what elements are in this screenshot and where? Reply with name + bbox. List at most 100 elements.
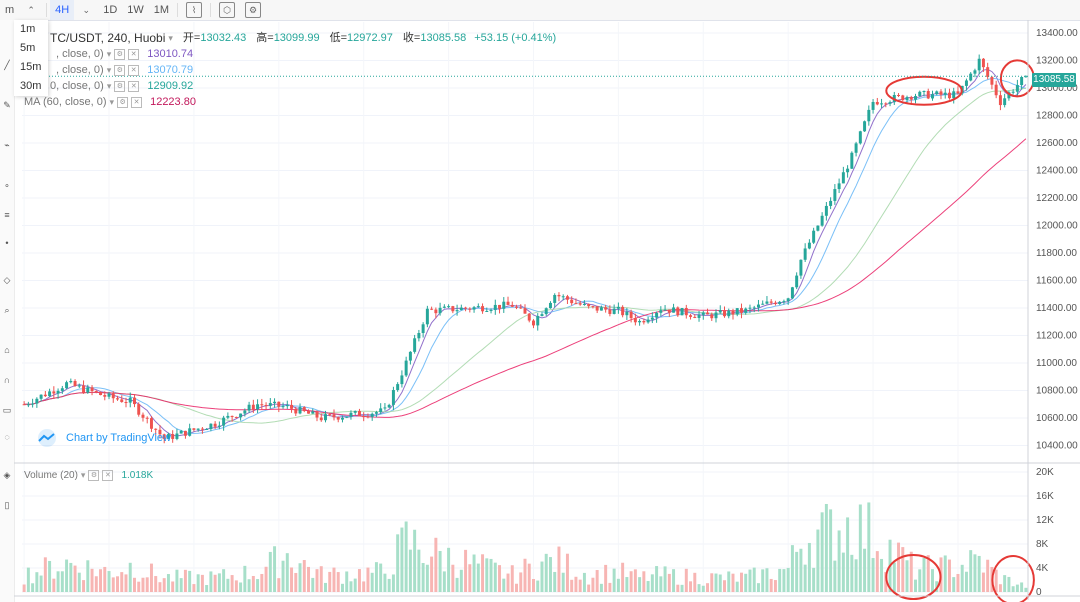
layers-icon[interactable]: ▭ xyxy=(2,405,12,415)
volume-bar xyxy=(137,581,141,592)
settings-icon[interactable]: ⚙ xyxy=(117,96,129,108)
candle-body xyxy=(111,393,115,399)
interval-option-1m[interactable]: 1m xyxy=(20,23,36,35)
volume-bar xyxy=(608,582,612,592)
settings-icon[interactable]: ⚙ xyxy=(114,48,126,60)
close-icon[interactable]: ✕ xyxy=(128,48,140,60)
interval-minute[interactable]: m xyxy=(5,4,15,16)
magnet-icon[interactable]: ∩ xyxy=(3,375,11,385)
candle-body xyxy=(209,423,213,430)
candle-body xyxy=(943,92,947,95)
volume-bar xyxy=(676,584,680,592)
chart-type-icon[interactable]: ⌇ xyxy=(186,2,203,18)
settings-icon[interactable]: ⚙ xyxy=(88,470,100,481)
close-icon[interactable]: ✕ xyxy=(128,64,140,76)
volume-bar xyxy=(812,567,816,592)
settings-icon[interactable]: ⚙ xyxy=(114,80,126,92)
volume-bar xyxy=(739,572,743,592)
indicators-icon[interactable]: ⬡ xyxy=(219,2,236,18)
interval-option-15m[interactable]: 15m xyxy=(20,61,42,73)
candle-body xyxy=(824,205,828,216)
chevron-down-icon[interactable]: ⌄ xyxy=(82,5,90,15)
dot-icon[interactable]: • xyxy=(5,238,9,248)
candle-body xyxy=(26,404,30,406)
volume-bar xyxy=(1011,586,1015,592)
volume-bar xyxy=(506,573,510,592)
volume-bar xyxy=(498,565,502,592)
volume-bar xyxy=(234,580,238,592)
tradingview-logo[interactable]: Chart by TradingView xyxy=(34,429,171,447)
volume-bar xyxy=(315,569,319,592)
close-icon[interactable]: ✕ xyxy=(102,470,114,481)
volume-bar xyxy=(230,575,234,592)
volume-bar xyxy=(964,571,968,592)
interval-1m[interactable]: 1M xyxy=(153,4,170,16)
lock-icon[interactable]: ⌂ xyxy=(4,345,10,355)
settings-icon[interactable]: ⚙ xyxy=(114,64,126,76)
close-icon[interactable]: ✕ xyxy=(128,80,140,92)
price-tick-label: 12200.00 xyxy=(1036,193,1078,204)
volume-bar xyxy=(973,554,977,592)
interval-1d[interactable]: 1D xyxy=(103,4,118,16)
volume-bar xyxy=(111,577,115,592)
price-tick-label: 11600.00 xyxy=(1036,276,1077,287)
node-icon[interactable]: ∘ xyxy=(4,180,10,190)
interval-1w[interactable]: 1W xyxy=(127,4,144,16)
candle-body xyxy=(264,404,268,406)
trash-icon[interactable]: ▯ xyxy=(4,500,10,510)
stack-icon[interactable]: ◈ xyxy=(3,470,11,480)
close-icon[interactable]: ✕ xyxy=(131,96,143,108)
candle-body xyxy=(154,428,158,430)
interval-option-5m[interactable]: 5m xyxy=(20,42,36,54)
candle-body xyxy=(706,312,710,315)
candle-body xyxy=(158,429,162,435)
interval-4h[interactable]: 4H xyxy=(50,0,75,20)
candle-body xyxy=(413,338,417,352)
candle-body xyxy=(523,308,527,314)
volume-bar xyxy=(616,578,620,592)
chevron-down-icon[interactable]: ▾ xyxy=(168,33,173,43)
volume-bar xyxy=(778,568,782,592)
chevron-down-icon[interactable]: ▾ xyxy=(80,470,86,480)
interval-option-30m[interactable]: 30m xyxy=(20,80,42,92)
candle-body xyxy=(663,309,667,311)
brush-icon[interactable]: ✎ xyxy=(3,100,11,110)
candle-body xyxy=(234,416,238,418)
ruler-icon[interactable]: ◇ xyxy=(3,275,11,285)
candle-body xyxy=(239,413,243,418)
chevron-down-icon[interactable]: ▾ xyxy=(106,49,112,59)
annotation-circle-volume-consolidation xyxy=(885,554,942,600)
chevron-down-icon[interactable]: ▾ xyxy=(109,97,115,107)
candle-body xyxy=(684,308,688,316)
candle-body xyxy=(548,302,552,309)
chevron-down-icon[interactable]: ▾ xyxy=(106,81,112,91)
volume-bar xyxy=(374,562,378,592)
settings-icon[interactable]: ⚙ xyxy=(245,2,262,18)
volume-bar xyxy=(196,574,200,592)
symbol-title[interactable]: TC/USDT, 240, Huobi xyxy=(50,31,166,45)
candle-body xyxy=(901,95,905,101)
trend-line-icon[interactable]: ╱ xyxy=(4,60,10,70)
chevron-up-icon[interactable]: ⌃ xyxy=(27,5,35,15)
volume-bar xyxy=(200,574,204,592)
measure-icon[interactable]: ⌁ xyxy=(4,140,10,150)
zoom-icon[interactable]: ⌕ xyxy=(4,305,10,315)
volume-bar xyxy=(735,581,739,592)
volume-bar xyxy=(332,567,336,592)
candle-body xyxy=(256,404,260,410)
candle-body xyxy=(387,404,391,408)
eye-icon[interactable]: ◌ xyxy=(4,432,10,442)
candle-body xyxy=(689,315,693,317)
chevron-down-icon[interactable]: ▾ xyxy=(106,65,112,75)
candle-body xyxy=(90,387,94,392)
open-label: 开= xyxy=(182,32,201,44)
volume-bar xyxy=(807,542,811,592)
axes: 13400.00 13200.00 13000.00 12800.00 12600.00… xyxy=(14,20,1080,600)
volume-bar xyxy=(956,573,960,592)
candle-body xyxy=(298,407,302,414)
volume-bar xyxy=(132,577,136,592)
fib-icon[interactable]: ≡ xyxy=(4,210,10,220)
candle-body xyxy=(532,320,535,326)
ma-line xyxy=(24,77,1027,434)
